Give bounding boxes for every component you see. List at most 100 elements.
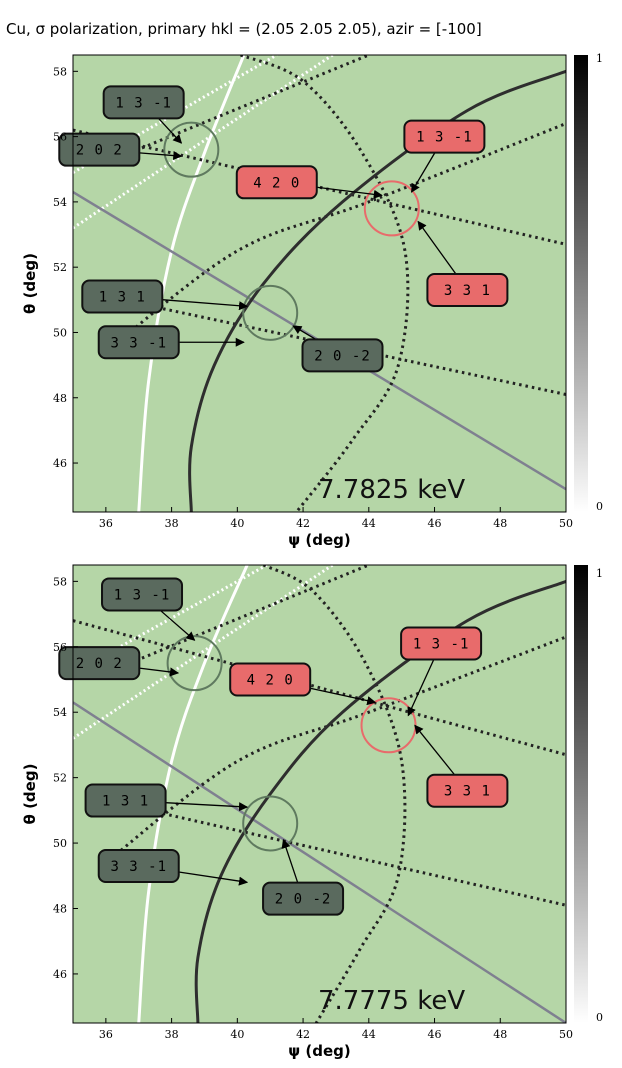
label-arrow bbox=[316, 186, 383, 199]
reflection-label-box bbox=[101, 577, 184, 612]
reflection-label-text: 1 3 1 bbox=[102, 794, 149, 810]
reflection-label-box bbox=[102, 85, 185, 120]
x-tick-label: 38 bbox=[165, 517, 179, 530]
label-arrow bbox=[414, 724, 456, 776]
series-line-7 bbox=[105, 565, 370, 675]
x-tick-label: 46 bbox=[428, 1028, 442, 1041]
label-arrow bbox=[281, 838, 299, 883]
label-arrow bbox=[417, 220, 457, 275]
intersection-circle-1 bbox=[163, 121, 220, 178]
label-arrow bbox=[292, 325, 316, 340]
y-tick-label: 56 bbox=[53, 641, 67, 654]
reflection-label-text: 2 0 -2 bbox=[275, 892, 332, 908]
x-tick-label: 50 bbox=[559, 1028, 573, 1041]
reflection-label-box bbox=[235, 165, 318, 200]
reflection-label-text: 2 0 2 bbox=[76, 656, 123, 672]
series-line-7 bbox=[105, 55, 370, 165]
series-line-2 bbox=[73, 565, 334, 740]
y-tick-label: 46 bbox=[53, 968, 67, 981]
y-tick-label: 50 bbox=[53, 326, 67, 339]
x-tick-label: 36 bbox=[99, 517, 113, 530]
plot-frame bbox=[72, 564, 567, 1024]
intersection-circle-3 bbox=[363, 180, 420, 237]
reflection-label-box bbox=[426, 273, 509, 308]
reflection-label-box bbox=[262, 881, 345, 916]
y-tick-label: 54 bbox=[53, 706, 67, 719]
y-axis-label: θ (deg) bbox=[21, 764, 39, 825]
reflection-label-box bbox=[81, 279, 164, 314]
x-tick-label: 46 bbox=[428, 517, 442, 530]
x-tick-label: 44 bbox=[362, 517, 376, 530]
series-line-6 bbox=[105, 799, 566, 907]
x-tick-label: 36 bbox=[99, 1028, 113, 1041]
x-tick-label: 40 bbox=[230, 1028, 244, 1041]
reflection-label-box bbox=[58, 646, 141, 681]
x-tick-label: 38 bbox=[165, 1028, 179, 1041]
y-tick-label: 52 bbox=[53, 261, 67, 274]
reflection-label-box bbox=[84, 783, 167, 818]
colorbar-max-label: 1 bbox=[596, 567, 603, 580]
reflection-label-text: 3 3 -1 bbox=[110, 859, 167, 875]
reflection-label-text: 4 2 0 bbox=[253, 175, 300, 191]
y-tick-label: 46 bbox=[53, 457, 67, 470]
chart-panel-top: 1 3 -1 2 0 2 4 2 0 1 3 -1 3 3 1 1 3 1 3 3 -1 2 … bbox=[21, 54, 573, 549]
series-line-1 bbox=[137, 565, 249, 1023]
colorbar-bottom: 1 0 bbox=[574, 565, 603, 1024]
reflection-label-box bbox=[426, 773, 509, 808]
series-line-10 bbox=[188, 69, 566, 512]
energy-annotation: 7.7775 keV bbox=[318, 986, 465, 1016]
label-arrow bbox=[407, 659, 435, 717]
label-arrow bbox=[310, 687, 377, 706]
y-tick-label: 50 bbox=[53, 837, 67, 850]
label-arrow bbox=[178, 871, 249, 886]
reflection-label-text: 1 3 1 bbox=[99, 290, 146, 306]
colorbar-gradient bbox=[574, 565, 588, 1023]
x-tick-label: 40 bbox=[230, 517, 244, 530]
y-tick-label: 48 bbox=[53, 392, 67, 405]
label-arrow bbox=[159, 609, 196, 641]
y-tick-label: 52 bbox=[53, 772, 67, 785]
series-line-3 bbox=[73, 55, 278, 174]
colorbar-top: 1 0 bbox=[574, 52, 603, 513]
reflection-label-text: 3 3 -1 bbox=[110, 335, 167, 351]
chart-panel-bottom: 1 3 -1 2 0 2 4 2 0 1 3 -1 3 3 1 1 3 1 3 3 -1 2 … bbox=[21, 564, 573, 1060]
y-axis-label: θ (deg) bbox=[21, 253, 39, 314]
colorbar-max-label: 1 bbox=[596, 52, 603, 65]
reflection-label-text: 1 3 -1 bbox=[413, 637, 470, 653]
y-tick-label: 54 bbox=[53, 196, 67, 209]
y-tick-label: 48 bbox=[53, 903, 67, 916]
reflection-label-box bbox=[403, 119, 486, 154]
x-tick-label: 42 bbox=[296, 1028, 310, 1041]
reflection-label-text: 3 3 1 bbox=[444, 283, 491, 299]
x-tick-label: 48 bbox=[493, 517, 507, 530]
y-tick-label: 58 bbox=[53, 575, 67, 588]
reflection-label-box bbox=[97, 325, 180, 360]
colorbar-gradient bbox=[574, 55, 588, 512]
label-arrow bbox=[139, 151, 183, 161]
label-arrow bbox=[139, 667, 180, 677]
x-tick-label: 44 bbox=[362, 1028, 376, 1041]
reflection-label-text: 1 3 -1 bbox=[416, 130, 473, 146]
reflection-label-box bbox=[229, 662, 312, 697]
reflection-label-text: 2 0 -2 bbox=[314, 348, 371, 364]
y-tick-label: 58 bbox=[53, 65, 67, 78]
colorbar-min-label: 0 bbox=[596, 500, 603, 513]
series-line-4 bbox=[73, 701, 566, 1023]
plot-frame bbox=[72, 54, 567, 513]
reflection-label-text: 4 2 0 bbox=[247, 673, 294, 689]
reflection-label-box bbox=[400, 626, 483, 661]
label-arrow bbox=[162, 299, 249, 311]
reflection-label-text: 1 3 -1 bbox=[115, 95, 172, 111]
label-arrow bbox=[410, 152, 436, 193]
reflection-label-text: 1 3 -1 bbox=[114, 587, 171, 603]
x-tick-label: 42 bbox=[296, 517, 310, 530]
reflection-label-text: 3 3 1 bbox=[444, 784, 491, 800]
x-tick-label: 48 bbox=[493, 1028, 507, 1041]
reflection-label-text: 2 0 2 bbox=[76, 143, 123, 159]
series-line-5 bbox=[73, 619, 566, 757]
label-arrow bbox=[165, 802, 249, 812]
x-axis-label: ψ (deg) bbox=[288, 531, 351, 549]
intersection-circle-2 bbox=[242, 284, 299, 341]
reflection-label-box bbox=[301, 338, 384, 373]
y-tick-label: 56 bbox=[53, 131, 67, 144]
